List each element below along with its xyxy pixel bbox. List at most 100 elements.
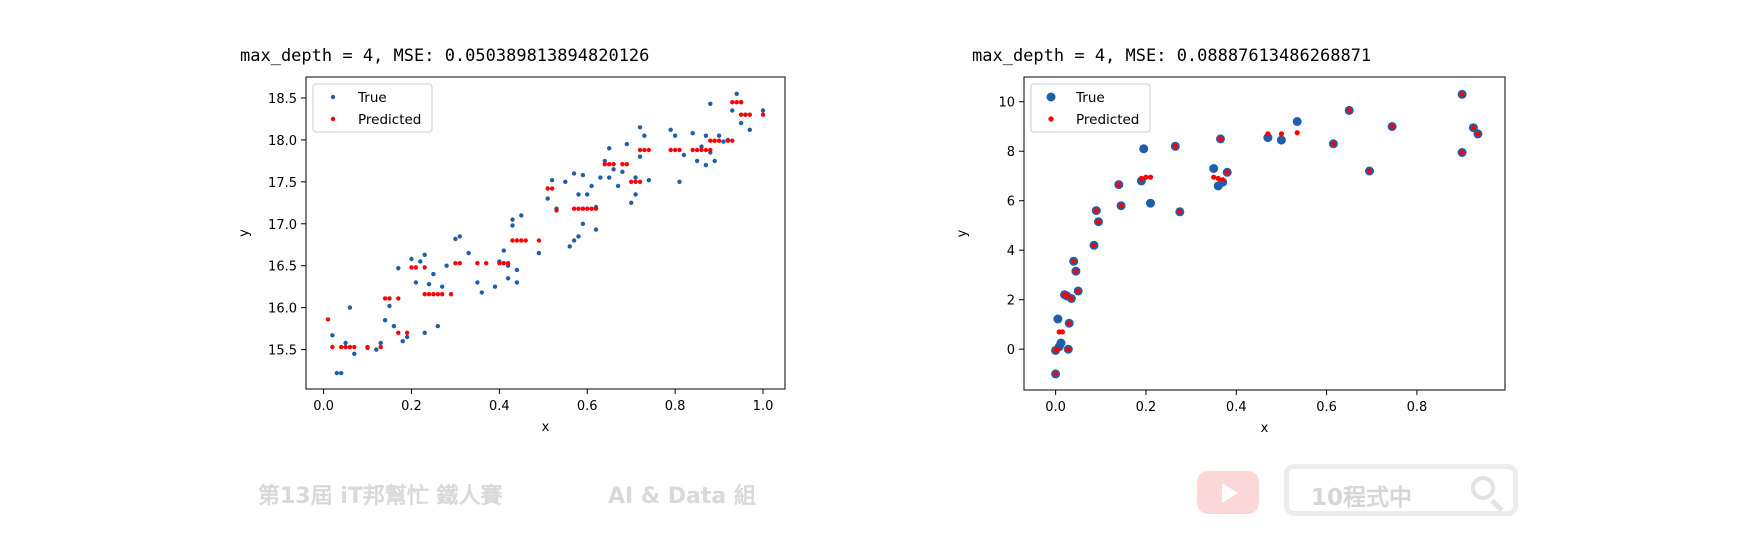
data-point-predicted — [1138, 175, 1144, 181]
y-tick-label: 15.5 — [268, 344, 297, 359]
data-point-predicted — [519, 238, 524, 243]
data-point-true — [760, 108, 766, 113]
y-tick-label: 18.5 — [268, 92, 297, 107]
data-point-predicted — [1470, 125, 1476, 131]
data-point-true — [576, 234, 581, 239]
data-point-predicted — [694, 147, 700, 153]
data-point-true — [330, 333, 335, 338]
data-point-predicted — [1055, 346, 1061, 352]
data-point-predicted — [1064, 293, 1070, 299]
data-point-predicted — [1053, 371, 1059, 377]
data-point-predicted — [343, 344, 348, 350]
plot-frame — [1023, 76, 1506, 391]
data-point-true — [422, 252, 427, 257]
data-point-predicted — [642, 147, 647, 153]
data-point-predicted — [440, 292, 445, 297]
data-point-predicted — [1366, 168, 1373, 174]
data-point-true — [426, 282, 432, 287]
data-point-true — [404, 334, 410, 340]
data-point-true — [418, 259, 423, 264]
data-point-predicted — [585, 206, 590, 211]
data-point-true — [585, 192, 590, 197]
data-point-predicted — [607, 162, 612, 167]
data-point-predicted — [325, 317, 331, 322]
data-point-predicted — [1346, 107, 1352, 113]
data-point-predicted — [396, 296, 401, 301]
data-point-predicted — [554, 208, 559, 213]
data-point-predicted — [589, 206, 594, 211]
data-point-predicted — [725, 138, 731, 143]
data-point-true — [545, 196, 550, 201]
data-point-true — [571, 171, 577, 176]
data-point-true — [505, 276, 511, 281]
data-point-true — [413, 280, 419, 285]
watermark-search-text: 10程式中 — [1311, 485, 1413, 511]
chart-left: max_depth = 4, MSE: 0.050389813894820126… — [237, 46, 786, 435]
data-point-predicted — [760, 112, 766, 117]
data-point-predicted — [396, 330, 401, 335]
data-point-predicted — [690, 147, 695, 153]
data-point-predicted — [1071, 258, 1077, 264]
data-point-predicted — [1095, 219, 1102, 225]
data-point-predicted — [1093, 208, 1099, 214]
data-point-predicted — [677, 147, 682, 153]
data-point-predicted — [672, 147, 678, 153]
data-point-true — [378, 340, 383, 346]
data-point-predicted — [747, 112, 752, 117]
data-point-predicted — [448, 292, 454, 297]
legend-marker-predicted — [1048, 116, 1054, 122]
y-tick-label: 18.0 — [268, 134, 297, 149]
data-point-true — [453, 236, 458, 242]
data-point-predicted — [1475, 131, 1481, 137]
data-point-predicted — [1224, 169, 1230, 175]
youtube-play-icon[interactable] — [1197, 471, 1259, 514]
data-point-true — [567, 244, 572, 249]
data-point-true — [642, 133, 647, 138]
data-point-true — [479, 290, 484, 295]
data-point-predicted — [422, 265, 427, 270]
data-point-true — [598, 175, 603, 180]
data-point-true — [501, 248, 506, 253]
data-point-predicted — [501, 261, 506, 266]
data-point-true — [607, 146, 612, 151]
data-point-predicted — [404, 330, 410, 335]
data-point-predicted — [549, 186, 555, 191]
data-point-true — [382, 318, 388, 323]
data-point-true — [563, 179, 568, 184]
data-point-true — [629, 200, 634, 205]
data-point-true — [633, 175, 638, 180]
data-point-predicted — [730, 138, 735, 143]
data-point-predicted — [1066, 320, 1072, 326]
data-point-true — [347, 305, 353, 310]
data-point-true — [492, 284, 498, 289]
legend-label: Predicted — [1076, 112, 1139, 128]
data-point-predicted — [611, 162, 616, 167]
data-point-true — [510, 223, 515, 228]
data-point-true — [1292, 117, 1302, 126]
data-point-predicted — [624, 162, 629, 167]
data-point-true — [374, 347, 379, 352]
data-point-predicted — [708, 147, 713, 153]
data-point-true — [549, 178, 555, 183]
data-point-predicted — [339, 344, 344, 350]
data-point-predicted — [743, 112, 748, 117]
data-point-predicted — [708, 138, 713, 143]
y-tick-label: 0 — [1007, 343, 1015, 358]
data-point-true — [343, 340, 348, 346]
data-point-predicted — [1389, 123, 1395, 130]
data-point-true — [514, 280, 520, 285]
data-point-true — [1209, 164, 1219, 173]
data-point-true — [466, 250, 471, 256]
data-point-predicted — [505, 261, 511, 266]
data-point-predicted — [1116, 182, 1122, 188]
data-point-predicted — [1294, 130, 1300, 136]
data-point-predicted — [738, 112, 744, 117]
data-point-true — [699, 144, 704, 149]
y-tick-label: 17.0 — [268, 218, 297, 233]
data-point-predicted — [536, 238, 542, 243]
data-point-predicted — [629, 179, 634, 184]
data-point-predicted — [457, 261, 462, 266]
data-point-true — [589, 183, 594, 189]
data-point-predicted — [1265, 131, 1271, 137]
